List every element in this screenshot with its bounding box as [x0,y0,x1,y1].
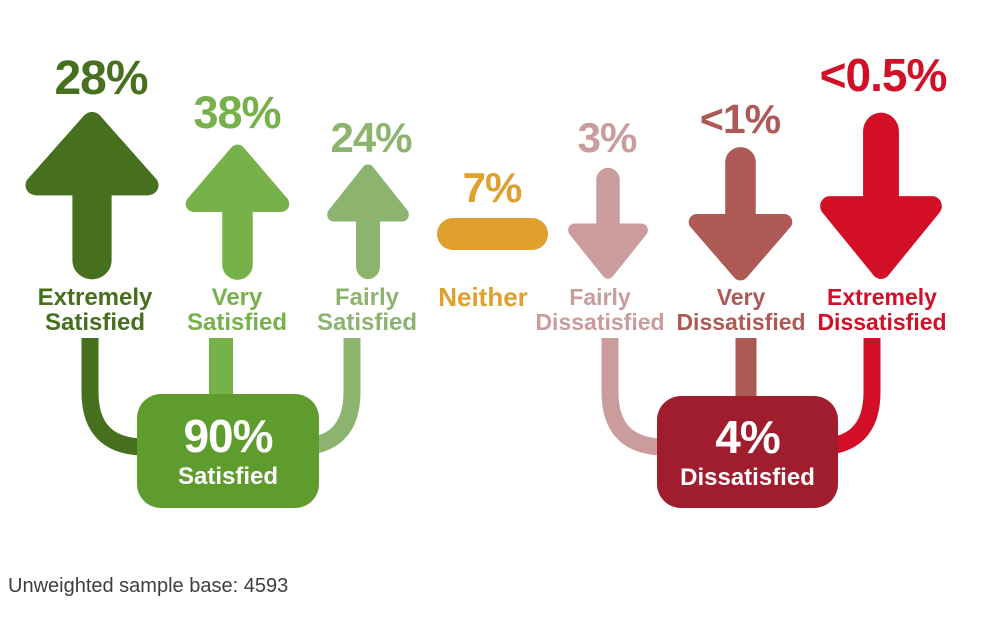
label-line: Satisfied [186,309,288,336]
label-neither: Neither [438,282,528,312]
down-arrow-icon [568,167,648,279]
value-very-dissatisfied: <1% [699,96,781,142]
label-fairly-satisfied: Fairly Satisfied [317,285,417,335]
dissatisfied-total-value: 4% [715,411,780,463]
label-line: Extremely [827,284,937,310]
label-line: Dissatisfied [676,309,806,335]
down-arrow-icon [820,112,942,279]
label-line: Satisfied [44,309,146,336]
value-neither: 7% [462,164,523,211]
value-fairly-dissatisfied: 3% [577,114,638,161]
label-very-satisfied: Very Satisfied [187,285,287,335]
label-extremely-satisfied: Extremely Satisfied [38,285,153,335]
satisfied-total-value: 90% [183,410,273,462]
value-fairly-satisfied: 24% [330,114,412,161]
down-arrow-icon [688,147,793,281]
label-fairly-dissatisfied: Fairly Dissatisfied [535,285,664,335]
label-extremely-dissatisfied: Extremely Dissatisfied [817,285,946,335]
label-line: Very [211,284,263,311]
label-line: Neither [438,282,528,312]
value-extremely-dissatisfied: <0.5% [819,49,948,101]
satisfied-summary-box: 90% Satisfied [137,394,319,508]
value-very-satisfied: 38% [193,87,281,138]
up-arrow-icon [25,112,159,280]
label-line: Fairly [334,284,400,311]
label-line: Satisfied [316,309,418,336]
label-line: Dissatisfied [535,309,665,335]
neutral-dash-icon [437,218,548,250]
label-line: Fairly [569,284,631,310]
label-line: Extremely [37,284,153,311]
sample-base-note: Unweighted sample base: 4593 [8,575,289,597]
up-arrow-icon [327,164,409,280]
label-line: Dissatisfied [817,309,947,335]
value-extremely-satisfied: 28% [54,52,148,105]
dissatisfied-summary-box: 4% Dissatisfied [657,396,838,508]
dissatisfied-total-label: Dissatisfied [680,464,815,491]
label-very-dissatisfied: Very Dissatisfied [676,285,805,335]
label-line: Very [716,284,766,310]
up-arrow-icon [185,144,290,280]
satisfied-total-label: Satisfied [177,463,279,490]
